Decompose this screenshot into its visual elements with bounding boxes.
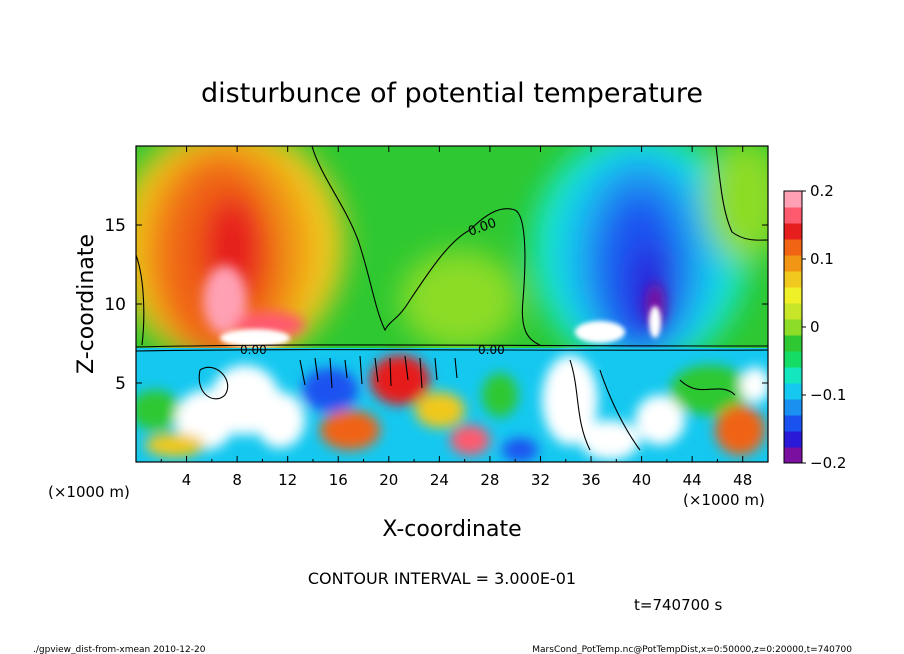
colorbar-tick-label: 0 bbox=[810, 318, 820, 336]
colorbar-swatch bbox=[784, 319, 802, 336]
colorbar-swatch bbox=[784, 367, 802, 384]
colorbar-swatch bbox=[784, 255, 802, 272]
x-axis-label: X-coordinate bbox=[382, 517, 521, 542]
x-tick-label: 36 bbox=[581, 471, 600, 489]
x-tick-label: 24 bbox=[430, 471, 449, 489]
contour-interval: CONTOUR INTERVAL = 3.000E-01 bbox=[308, 569, 576, 588]
colorbar-tick-label: −0.1 bbox=[810, 386, 846, 404]
colorbar-frame bbox=[783, 190, 803, 464]
footer-left: ./gpview_dist-from-xmean 2010-12-20 bbox=[33, 645, 206, 654]
contour-label: 0.00 bbox=[478, 343, 505, 357]
x-tick-label: 12 bbox=[278, 471, 297, 489]
contour-label: 0.00 bbox=[240, 343, 267, 357]
upper-field bbox=[136, 146, 768, 370]
footer-right: MarsCond_PotTemp.nc@PotTempDist,x=0:5000… bbox=[532, 645, 852, 654]
colorbar-swatch bbox=[784, 351, 802, 368]
colorbar-swatch bbox=[784, 335, 802, 352]
colorbar-swatch bbox=[784, 383, 802, 400]
x-tick-label: 8 bbox=[232, 471, 242, 489]
y-tick-label: 10 bbox=[104, 295, 126, 315]
x-unit-right: (×1000 m) bbox=[683, 491, 765, 509]
contour-lines bbox=[136, 146, 768, 451]
y-tick-label: 15 bbox=[104, 216, 126, 236]
x-tick-label: 20 bbox=[379, 471, 398, 489]
y-axis: 5 10 15 bbox=[104, 216, 768, 394]
x-tick-label: 40 bbox=[632, 471, 651, 489]
colorbar-tick-label: 0.2 bbox=[810, 182, 834, 200]
colorbar-swatch bbox=[784, 223, 802, 240]
x-tick-label: 44 bbox=[683, 471, 702, 489]
colorbar-swatch bbox=[784, 399, 802, 416]
colorbar-swatch bbox=[784, 447, 802, 464]
colorbar-swatch bbox=[784, 207, 802, 224]
x-tick-label: 4 bbox=[182, 471, 192, 489]
colorbar-swatch bbox=[784, 431, 802, 448]
x-tick-label: 32 bbox=[531, 471, 550, 489]
x-tick-label: 48 bbox=[733, 471, 752, 489]
colorbar-swatch bbox=[784, 191, 802, 208]
colorbar-swatch bbox=[784, 287, 802, 304]
upper-highlights bbox=[220, 306, 661, 347]
x-tick-label: 16 bbox=[329, 471, 348, 489]
colorbar-swatch bbox=[784, 239, 802, 256]
colorbar-swatch bbox=[784, 303, 802, 320]
colorbar-swatch bbox=[784, 415, 802, 432]
chart-title: disturbunce of potential temperature bbox=[201, 78, 703, 109]
y-axis-label: Z-coordinate bbox=[74, 234, 99, 374]
plot-area: 0.00 0.00 0.00 bbox=[136, 146, 768, 462]
colorbar-tick-label: 0.1 bbox=[810, 250, 834, 268]
time-label: t=740700 s bbox=[634, 596, 722, 614]
colorbar: 0.2 0.1 0 −0.1 −0.2 bbox=[784, 182, 846, 472]
x-unit-left: (×1000 m) bbox=[48, 483, 130, 501]
y-tick-label: 5 bbox=[115, 374, 126, 394]
colorbar-tick-label: −0.2 bbox=[810, 454, 846, 472]
colorbar-swatch bbox=[784, 271, 802, 288]
lower-field bbox=[136, 355, 768, 462]
x-tick-label: 28 bbox=[480, 471, 499, 489]
x-axis: 4 8 12 16 20 24 28 32 36 40 44 48 bbox=[160, 146, 752, 489]
